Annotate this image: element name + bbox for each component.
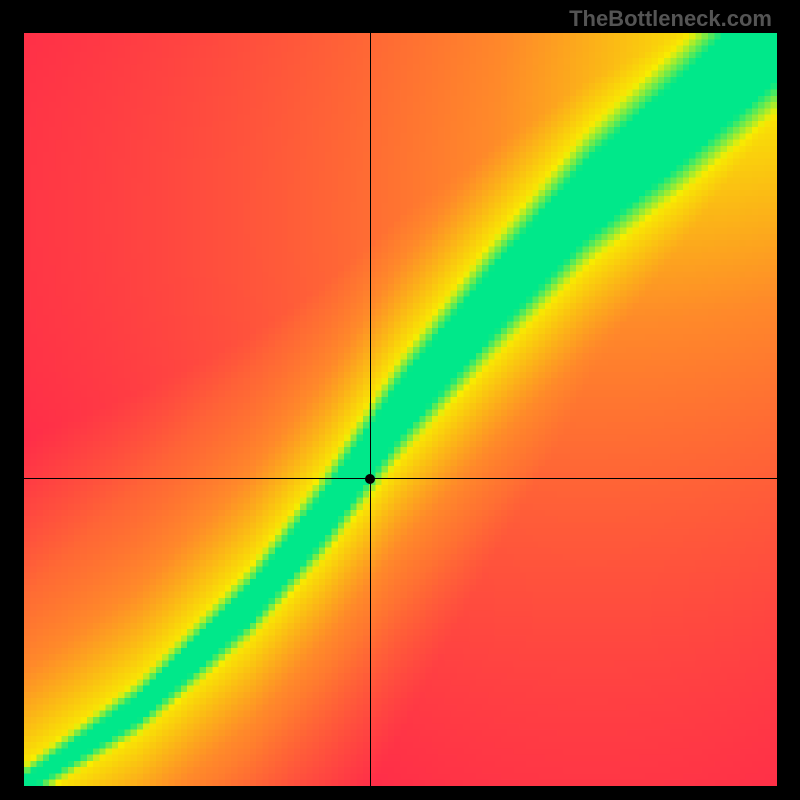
- crosshair-vertical: [370, 33, 371, 786]
- chart-container: TheBottleneck.com: [0, 0, 800, 800]
- heatmap-plot: [24, 33, 777, 786]
- watermark-text: TheBottleneck.com: [569, 6, 772, 32]
- heatmap-canvas: [24, 33, 777, 786]
- crosshair-horizontal: [24, 478, 777, 479]
- crosshair-marker: [365, 474, 375, 484]
